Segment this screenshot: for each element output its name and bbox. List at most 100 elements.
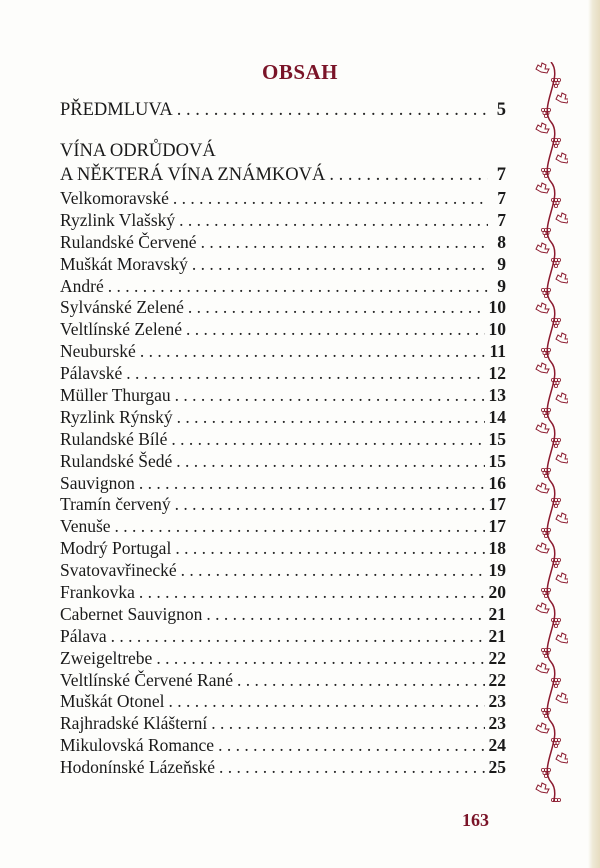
grape-cluster xyxy=(556,197,561,202)
entry-label: Modrý Portugal xyxy=(60,538,172,559)
grape-cluster xyxy=(541,407,546,412)
grape-cluster xyxy=(552,440,557,445)
toc-entry: Zweigeltrebe 22 xyxy=(60,648,506,670)
section-title-line1: VÍNA ODRŮDOVÁ xyxy=(60,141,216,161)
entry-label: Hodonínské Lázeňské xyxy=(60,757,216,778)
entry-page: 23 xyxy=(488,691,507,712)
vine-leaf xyxy=(535,722,550,734)
grape-cluster xyxy=(542,230,547,235)
toc-entry: Rulandské Bílé 15 xyxy=(60,429,506,451)
grape-cluster xyxy=(553,503,558,508)
grape-cluster xyxy=(541,708,546,713)
leader-dots xyxy=(181,560,485,581)
grapevine-border-decoration xyxy=(535,62,568,802)
leader-dots xyxy=(139,582,485,603)
toc-entry: Veltlínské Červené Rané 22 xyxy=(60,670,506,692)
entry-page: 11 xyxy=(489,341,506,362)
grape-cluster xyxy=(541,467,546,472)
grape-cluster xyxy=(552,801,557,802)
grape-cluster xyxy=(555,801,560,802)
leader-dots xyxy=(115,516,485,537)
grape-cluster xyxy=(550,497,555,502)
leader-dots xyxy=(175,385,485,406)
entry-page: 8 xyxy=(497,231,506,252)
entry-page: 7 xyxy=(497,209,506,230)
toc-entry: Frankovka 20 xyxy=(60,582,506,604)
leader-dots xyxy=(169,691,485,712)
leader-dots xyxy=(175,494,485,515)
grape-cluster xyxy=(553,383,558,388)
leader-dots xyxy=(111,626,485,647)
grape-cluster xyxy=(541,347,546,352)
entry-label: Svatovavřinecké xyxy=(60,560,177,581)
toc-entry: Hodonínské Lázeňské 25 xyxy=(60,757,506,779)
grape-cluster xyxy=(552,380,557,385)
leader-dots xyxy=(126,363,484,384)
grape-cluster xyxy=(546,227,551,232)
grape-cluster xyxy=(541,588,546,593)
grape-cluster xyxy=(556,497,561,502)
grape-cluster xyxy=(543,413,548,418)
toc-entry: Sauvignon 16 xyxy=(60,473,506,495)
entry-label: Sauvignon xyxy=(60,472,135,493)
grape-cluster xyxy=(541,227,546,232)
leader-dots xyxy=(186,319,485,340)
grape-cluster xyxy=(552,621,557,626)
entry-page: 15 xyxy=(488,428,507,449)
vine-leaf xyxy=(555,392,568,404)
entry-label: Rulandské Bílé xyxy=(60,428,168,449)
leader-dots xyxy=(177,407,485,428)
leader-dots xyxy=(173,188,488,209)
toc-entry: Tramín červený 17 xyxy=(60,494,506,516)
section-title-line2: A NĚKTERÁ VÍNA ZNÁMKOVÁ xyxy=(60,165,326,185)
entry-page: 22 xyxy=(488,669,507,690)
grape-cluster xyxy=(546,108,551,113)
grape-cluster xyxy=(546,287,551,292)
grape-cluster xyxy=(542,771,547,776)
entry-page: 21 xyxy=(488,625,507,646)
entry-label: Pálavské xyxy=(60,363,123,384)
vine-leaf xyxy=(535,542,550,554)
grape-cluster xyxy=(556,317,561,322)
leader-dots xyxy=(177,100,488,121)
grape-cluster xyxy=(546,588,551,593)
grape-cluster xyxy=(552,681,557,686)
grape-cluster xyxy=(543,114,548,119)
entry-label: Zweigeltrebe xyxy=(60,647,153,668)
entry-label: Venuše xyxy=(60,516,111,537)
entry-label: Cabernet Sauvignon xyxy=(60,603,203,624)
grape-cluster xyxy=(552,741,557,746)
grape-cluster xyxy=(550,678,555,683)
grape-cluster xyxy=(556,618,561,623)
toc-entry: Venuše 17 xyxy=(60,516,506,538)
entry-page: 14 xyxy=(488,406,507,427)
grape-cluster xyxy=(543,174,548,179)
entry-label: Frankovka xyxy=(60,582,135,603)
grape-cluster xyxy=(553,203,558,208)
entry-page: 17 xyxy=(488,516,507,537)
entry-page: 15 xyxy=(488,450,507,471)
grape-cluster xyxy=(553,624,558,629)
grape-cluster xyxy=(543,594,548,599)
grape-cluster xyxy=(550,618,555,623)
toc-entry: Ryzlink Vlašský 7 xyxy=(60,210,506,232)
toc-entry: Veltlínské Zelené 10 xyxy=(60,319,506,341)
toc-entry: Pálavské 12 xyxy=(60,363,506,385)
grape-cluster xyxy=(552,141,557,146)
grape-cluster xyxy=(556,437,561,442)
grape-cluster xyxy=(542,111,547,116)
entry-page: 7 xyxy=(496,165,506,185)
grape-cluster xyxy=(543,714,548,719)
entry-page: 23 xyxy=(488,713,507,734)
grape-cluster xyxy=(550,738,555,743)
vine-leaf xyxy=(535,182,550,194)
entry-label: Rulandské Šedé xyxy=(60,450,173,471)
grape-cluster xyxy=(543,473,548,478)
vine-leaf xyxy=(555,512,568,524)
entry-label: André xyxy=(60,275,104,296)
entry-page: 10 xyxy=(488,297,507,318)
next-page-edge xyxy=(588,0,600,868)
grape-cluster xyxy=(556,77,561,82)
grape-cluster xyxy=(556,738,561,743)
grape-cluster xyxy=(542,290,547,295)
